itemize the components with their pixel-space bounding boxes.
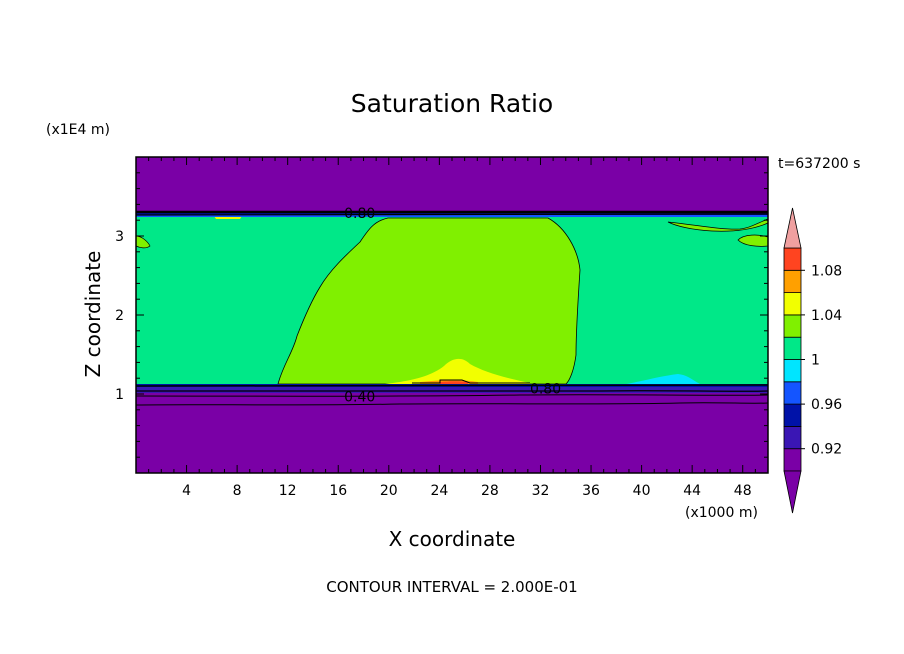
x-tick-label: 16	[329, 483, 347, 499]
x-tick-label: 36	[582, 483, 600, 499]
cloud-base-navy-band	[136, 387, 768, 393]
colorbar-bin	[783, 314, 802, 338]
time-label: t=637200 s	[778, 156, 860, 172]
contour-line-base-4	[135, 402, 769, 406]
cloud-core-region	[277, 217, 581, 385]
colorbar-top-arrow	[783, 207, 802, 249]
colorbar-bin	[783, 247, 802, 271]
x-tick-label: 32	[532, 483, 550, 499]
x-tick-label: 28	[481, 483, 499, 499]
y-tick-label: 1	[115, 387, 124, 403]
colorbar-label: 1	[811, 353, 820, 369]
colorbar-bin	[783, 381, 802, 405]
contour-label: 0.80	[530, 381, 561, 397]
colorbar-bin	[783, 448, 802, 472]
x-tick-label: 44	[683, 483, 701, 499]
x-tick-label: 20	[380, 483, 398, 499]
x-tick-label: 8	[233, 483, 242, 499]
contour-label: 0.40	[344, 389, 375, 405]
y-tick-label: 2	[115, 308, 124, 324]
x-tick-label: 24	[430, 483, 448, 499]
contour-label: 0.80	[344, 206, 375, 222]
contour-line-cloud-base-bump	[412, 379, 530, 384]
colorbar-bin	[783, 269, 802, 293]
colorbar-bin	[783, 425, 802, 450]
colorbar-bottom-arrow	[783, 470, 802, 514]
colorbar: 1.08 1.04 1 0.96 0.92	[783, 207, 842, 514]
x-tick-label: 40	[633, 483, 651, 499]
x-unit-label: (x1000 m)	[685, 505, 758, 521]
colorbar-bin	[783, 336, 802, 360]
y-axis-label: Z coordinate	[81, 251, 105, 378]
colorbar-bin	[783, 359, 802, 383]
cloud-base-max-region	[385, 358, 530, 386]
chart-title: Saturation Ratio	[351, 89, 553, 118]
x-tick-label: 4	[182, 483, 191, 499]
colorbar-label: 1.04	[811, 308, 842, 324]
contour-line-base-2	[135, 390, 769, 392]
colorbar-bin	[783, 292, 802, 316]
cloud-top-blue-line	[136, 215, 768, 217]
colorbar-label: 0.92	[811, 442, 842, 458]
colorbar-label: 1.08	[811, 263, 842, 279]
y-tick-label: 3	[115, 229, 124, 245]
cyan-patch	[620, 374, 700, 386]
x-tick-label: 48	[734, 483, 752, 499]
colorbar-bin	[783, 403, 802, 427]
contour-line-base-3	[135, 394, 769, 397]
contour-line-base-1	[135, 384, 769, 387]
colorbar-label: 0.96	[811, 397, 842, 413]
contour-line-top-2	[135, 213, 769, 216]
contour-interval-note: CONTOUR INTERVAL = 2.000E-01	[326, 578, 577, 596]
x-axis-label: X coordinate	[389, 527, 516, 551]
left-cloud-blob	[135, 235, 151, 249]
x-tick-label: 12	[279, 483, 297, 499]
plot-area: 0.800.40 0.80 4 8 12 16 20 24 28 32 36 40 44 48 123	[115, 156, 769, 499]
y-unit-label: (x1E4 m)	[46, 122, 110, 138]
